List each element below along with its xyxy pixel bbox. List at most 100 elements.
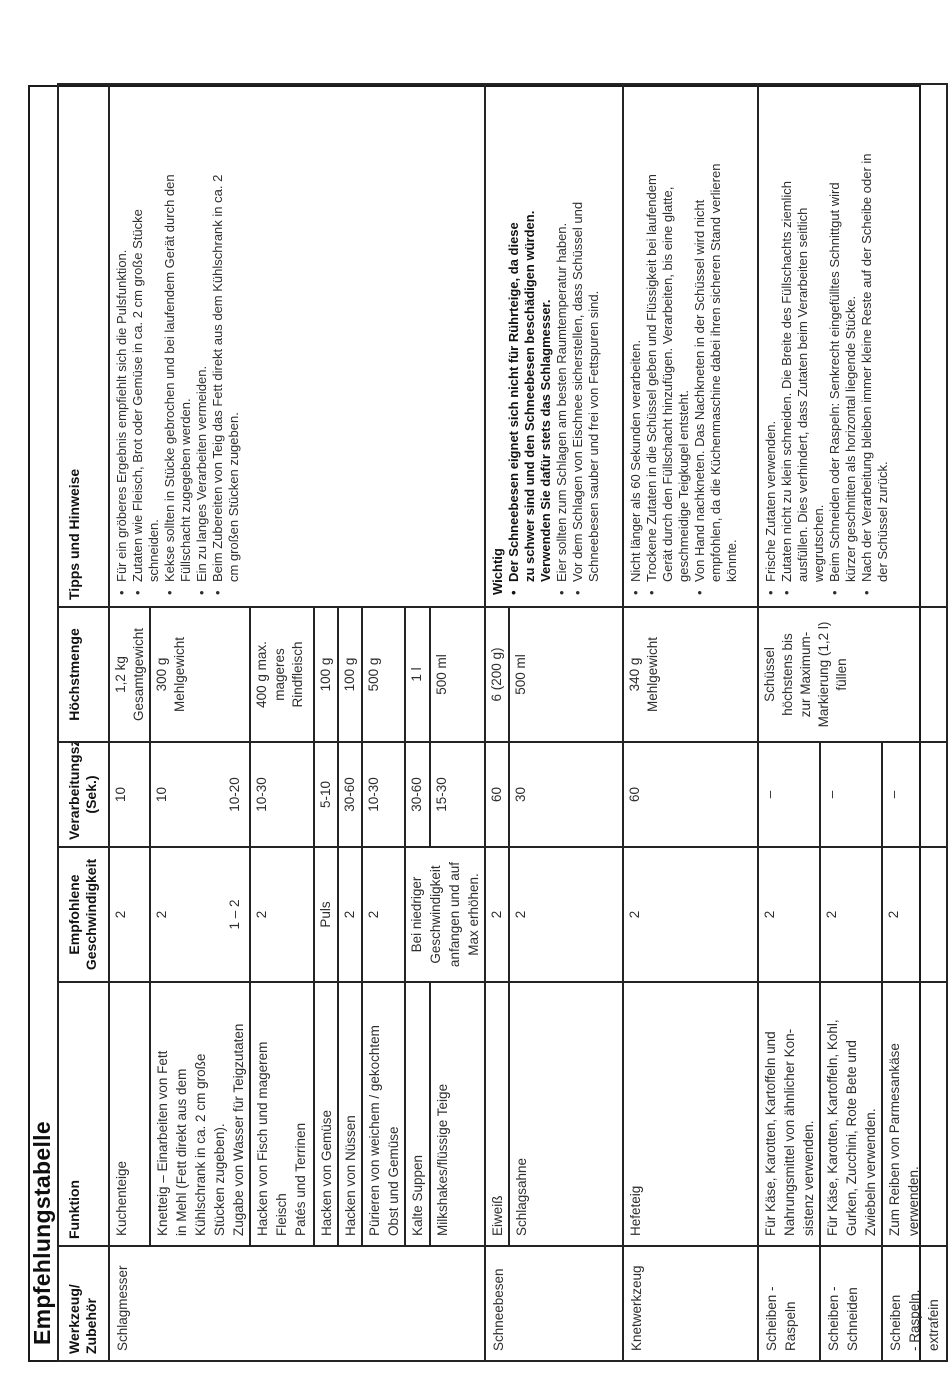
time-cell: – xyxy=(758,742,820,847)
column-header-max: Höchstmenge xyxy=(58,607,109,742)
tip-item: • Frische Zutaten verwenden. xyxy=(763,420,778,595)
bullet-icon: • xyxy=(162,590,177,595)
time-cell: – xyxy=(820,742,882,847)
speed-cell: 2 xyxy=(338,847,362,982)
bullet-icon: • xyxy=(859,590,874,595)
column-header-tool: Werkzeug/ Zubehör xyxy=(58,1246,109,1361)
tips-cell-scheiben: • Frische Zutaten verwenden. • Zutaten nic… xyxy=(758,84,947,607)
speed-value-top: 2 xyxy=(154,910,169,919)
column-header-funktion: Funktion xyxy=(58,982,109,1246)
funktion-cell: Knetteig – Einarbeiten von Fett in Mehl … xyxy=(150,982,250,1246)
tips-cell-schlagmesser: • Für ein gröberes Ergebnis empfiehlt sic… xyxy=(109,84,485,607)
bullet-icon: • xyxy=(692,590,707,595)
bullet-icon: • xyxy=(570,590,585,595)
tool-cell-schneebesen: Schneebesen xyxy=(485,1246,623,1361)
funktion-cell: Für Käse, Karotten, Kartoffeln und Nahru… xyxy=(758,982,820,1246)
time-cell: 5-10 xyxy=(314,742,338,847)
tips-cell-schneebesen: Wichtig • Der Schneebesen eignet sich nic… xyxy=(485,84,623,607)
max-cell: 340 g Mehlgewicht xyxy=(623,607,758,742)
funktion-cell: Eiweiß xyxy=(485,982,509,1246)
bullet-icon: • xyxy=(506,590,521,595)
speed-cell: 2 xyxy=(362,847,405,982)
tool-cell-scheiben-raspeln: Scheiben - Raspeln xyxy=(758,1246,820,1361)
tip-item: • Von Hand nachkneten. Das Nachkneten in … xyxy=(692,163,739,595)
time-cell: 10 10-20 xyxy=(150,742,250,847)
column-header-tips: Tipps und Hinweise xyxy=(58,84,109,607)
funktion-cell: Milkshakes/flüssige Teige xyxy=(430,982,485,1246)
table-row: Knetwerkzeug Hefeteig 2 60 340 g Mehlgew… xyxy=(623,84,758,1361)
speed-cell: Puls xyxy=(314,847,338,982)
table-row: Schneebesen Eiweiß 2 60 6 (200 g) Wichti… xyxy=(485,84,623,1361)
time-cell: 30-60 xyxy=(405,742,431,847)
speed-value-bottom: 1 – 2 xyxy=(227,899,242,930)
tip-item: • Beim Schneiden oder Raspeln: Senkrecht … xyxy=(827,182,858,595)
speed-cell: 2 xyxy=(623,847,758,982)
max-cell: 500 g xyxy=(362,607,405,742)
bullet-icon: • xyxy=(210,590,225,595)
bullet-icon: • xyxy=(130,590,145,595)
speed-cell: 2 xyxy=(820,847,882,982)
funktion-cell: Hacken von Fisch und magerem Fleisch Pat… xyxy=(250,982,314,1246)
recommendation-table: Werkzeug/ Zubehör Funktion Empfohlene Ge… xyxy=(57,83,948,1362)
time-cell: 10-30 xyxy=(250,742,314,847)
speed-cell: 2 xyxy=(758,847,820,982)
tip-item: • Vor dem Schlagen von Eischnee sicherste… xyxy=(570,201,601,595)
speed-cell: 2 1 – 2 xyxy=(150,847,250,982)
speed-cell: 2 xyxy=(509,847,623,982)
column-header-time: Verarbeitungszeit (Sek.) xyxy=(58,742,109,847)
tool-cell-schlagmesser: Schlagmesser xyxy=(109,1246,485,1361)
time-cell: 10 xyxy=(109,742,150,847)
max-cell: 500 ml xyxy=(509,607,623,742)
table-row: Scheiben - Raspeln Für Käse, Karotten, K… xyxy=(758,84,947,1361)
funktion-cell: Kuchenteige xyxy=(109,982,150,1246)
bullet-icon: • xyxy=(554,590,569,595)
tip-item: • Trockene Zutaten in die Schüssel geben … xyxy=(644,174,691,595)
time-value-top: 10 xyxy=(154,786,169,803)
max-cell: 1 l xyxy=(405,607,431,742)
speed-cell: 2 xyxy=(109,847,150,982)
speed-cell: 2 xyxy=(250,847,314,982)
time-value-bottom: 10-20 xyxy=(227,777,242,812)
time-cell: 15-30 xyxy=(430,742,485,847)
tip-item: • Zutaten nicht zu klein schneiden. Die B… xyxy=(779,180,826,595)
page-title: Empfehlungstabelle xyxy=(29,1121,55,1345)
max-cell: 100 g xyxy=(314,607,338,742)
time-cell: 60 xyxy=(623,742,758,847)
tip-item: • Nach der Verarbeitung bleiben immer kle… xyxy=(859,153,890,595)
funktion-cell: Hacken von Gemüse xyxy=(314,982,338,1246)
header-row: Werkzeug/ Zubehör Funktion Empfohlene Ge… xyxy=(58,84,109,1361)
tip-item: • Kekse sollten in Stücke gebrochen und b… xyxy=(162,174,193,595)
max-cell: 6 (200 g) xyxy=(485,607,509,742)
tool-cell-knetwerkzeug: Knetwerkzeug xyxy=(623,1246,758,1361)
max-cell: 300 g Mehlgewicht xyxy=(150,607,250,742)
bullet-icon: • xyxy=(827,590,842,595)
tool-cell-scheiben-raspeln-extrafein: Scheiben - Raspeln, extrafein xyxy=(882,1246,947,1361)
funktion-cell: Hacken von Nüssen xyxy=(338,982,362,1246)
tip-item: • Zutaten wie Fleisch, Brot oder Gemüse i… xyxy=(130,209,161,595)
funktion-cell: Pürieren von weichem / gekochtem Obst un… xyxy=(362,982,405,1246)
table-row: Schlagmesser Kuchenteige 2 10 1,2 kg Ges… xyxy=(109,84,485,1361)
time-cell: – xyxy=(882,742,947,847)
bullet-icon: • xyxy=(194,590,209,595)
funktion-cell: Hefeteig xyxy=(623,982,758,1246)
tips-heading: Wichtig xyxy=(490,548,505,595)
max-cell: 1,2 kg Gesamtgewicht xyxy=(109,607,150,742)
tip-item: • Beim Zubereiten von Teig das Fett direk… xyxy=(210,174,241,595)
max-cell: 400 g max. mageres Rindfleisch xyxy=(250,607,314,742)
funktion-cell: Zum Reiben von Parmesankäse verwenden. xyxy=(882,982,947,1246)
tip-item: • Ein zu langes Verarbeiten vermeiden. xyxy=(194,365,209,595)
tip-item: • Für ein gröberes Ergebnis empfiehlt sic… xyxy=(114,249,129,595)
time-cell: 10-30 xyxy=(362,742,405,847)
time-cell: 30-60 xyxy=(338,742,362,847)
tip-item-important: • Der Schneebesen eignet sich nicht für R… xyxy=(506,210,553,595)
max-cell-merged-scheiben: Schüssel höchstens bis zur Maximum- Mark… xyxy=(758,607,947,742)
bullet-icon: • xyxy=(763,590,778,595)
funktion-cell: Kalte Suppen xyxy=(405,982,431,1246)
max-cell: 500 ml xyxy=(430,607,485,742)
column-header-speed: Empfohlene Geschwindigkeit xyxy=(58,847,109,982)
bullet-icon: • xyxy=(628,590,643,595)
bullet-icon: • xyxy=(114,590,129,595)
funktion-cell: Für Käse, Karotten, Kartoffeln, Kohl, Gu… xyxy=(820,982,882,1246)
